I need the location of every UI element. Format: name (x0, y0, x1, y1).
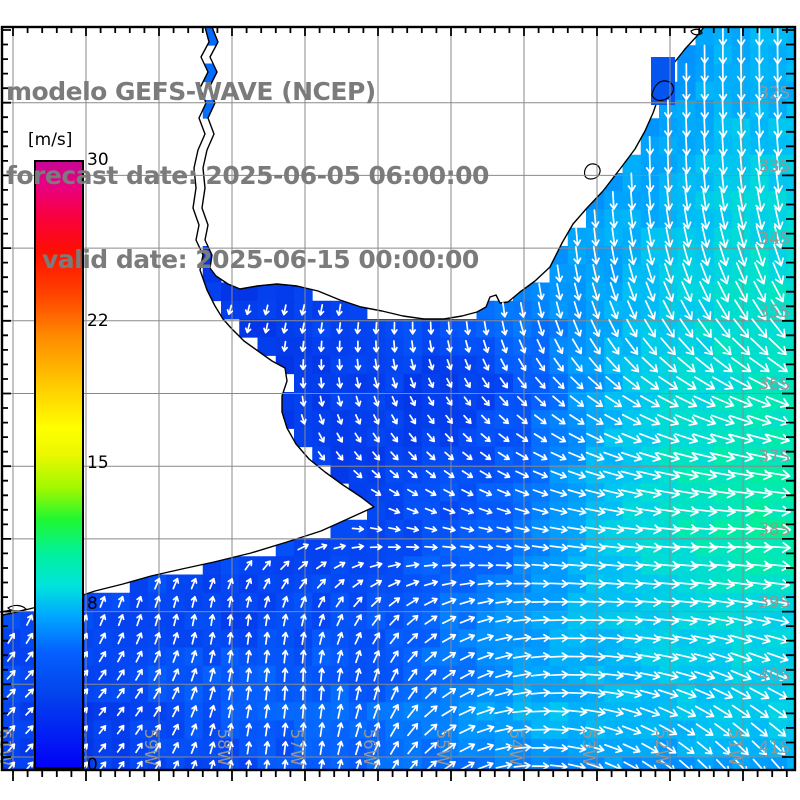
lat-label: 41S (759, 738, 790, 757)
lon-label: 56W (360, 729, 379, 766)
frame-ticks (3, 28, 794, 781)
lat-label: 37S (759, 447, 790, 466)
graticule (3, 28, 794, 769)
map-frame (0, 25, 797, 772)
colorbar-unit-label: [m/s] (28, 130, 73, 150)
lon-label: 54W (506, 729, 525, 766)
wind-arrows (6, 28, 792, 769)
coast-details (0, 28, 703, 613)
lat-label: 34S (759, 229, 790, 248)
title-model: modelo GEFS-WAVE (NCEP) (6, 77, 376, 106)
lat-label: 33S (759, 156, 790, 175)
lon-label: 53W (579, 729, 598, 766)
title-valid-date: valid date: 2025-06-15 00:00:00 (42, 245, 479, 274)
lon-label: 51W (725, 729, 744, 766)
colorbar-tick-30: 30 (87, 150, 109, 170)
lat-label: 38S (759, 520, 790, 539)
colorbar-tick-0: 0 (87, 755, 98, 775)
colorbar-tick-22: 22 (87, 311, 109, 332)
lat-label: 40S (759, 665, 790, 684)
graticule-labels: 32S33S34S35S36S37S38S39S40S41S61W60W59W5… (0, 84, 790, 766)
lon-label: 52W (652, 729, 671, 766)
lon-label: 57W (287, 729, 306, 766)
colorbar-tick-8: 8 (87, 593, 98, 614)
colorbar-tick-15: 15 (87, 452, 109, 473)
colorbar-gradient (34, 160, 84, 769)
lon-label: 58W (214, 729, 233, 766)
lat-label: 39S (759, 593, 790, 612)
lon-label: 59W (141, 729, 160, 766)
title-forecast-date: forecast date: 2025-06-05 06:00:00 (6, 161, 489, 190)
lat-label: 32S (759, 84, 790, 103)
lat-label: 35S (759, 302, 790, 321)
title-block: modelo GEFS-WAVE (NCEP) forecast date: 2… (6, 22, 489, 330)
lat-label: 36S (759, 375, 790, 394)
lon-label: 55W (433, 729, 452, 766)
